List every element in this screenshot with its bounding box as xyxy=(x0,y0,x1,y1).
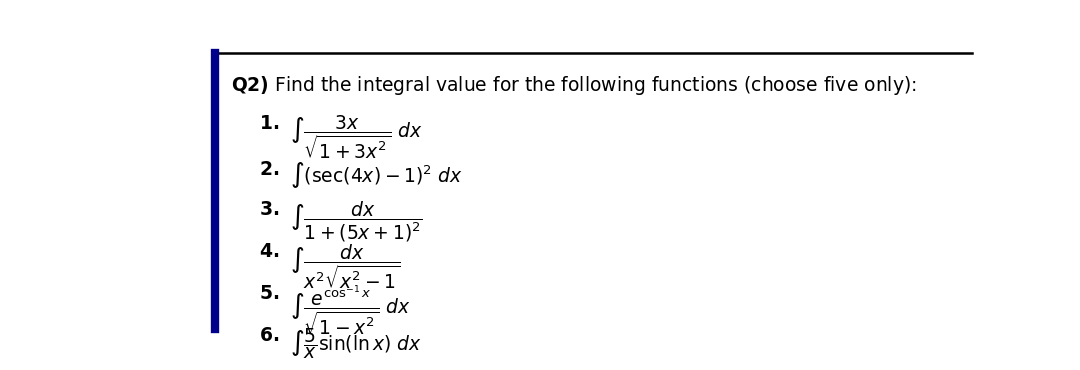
Text: $\bf{1.}$: $\bf{1.}$ xyxy=(259,114,279,133)
Text: $\bf{Q2)}$ Find the integral value for the following functions (choose five only: $\bf{Q2)}$ Find the integral value for t… xyxy=(231,74,917,97)
Text: $\int \dfrac{5}{x}\sin(\ln x)\ dx$: $\int \dfrac{5}{x}\sin(\ln x)\ dx$ xyxy=(289,326,422,361)
Text: $\bf{4.}$: $\bf{4.}$ xyxy=(259,242,279,262)
Text: $\int (\sec(4x) - 1)^2\ dx$: $\int (\sec(4x) - 1)^2\ dx$ xyxy=(289,160,463,190)
Text: $\bf{2.}$: $\bf{2.}$ xyxy=(259,160,279,179)
Text: $\bf{5.}$: $\bf{5.}$ xyxy=(259,284,279,303)
Text: $\int \dfrac{3x}{\sqrt{1+3x^2}}\ dx$: $\int \dfrac{3x}{\sqrt{1+3x^2}}\ dx$ xyxy=(289,114,422,161)
Text: $\bf{6.}$: $\bf{6.}$ xyxy=(259,326,279,346)
Text: $\int \dfrac{e^{\cos^{-1}x}}{\sqrt{1-x^2}}\ dx$: $\int \dfrac{e^{\cos^{-1}x}}{\sqrt{1-x^2… xyxy=(289,284,410,337)
Text: $\int \dfrac{dx}{x^2\sqrt{x^2-1}}$: $\int \dfrac{dx}{x^2\sqrt{x^2-1}}$ xyxy=(289,242,400,292)
Text: $\int \dfrac{dx}{1+(5x+1)^2}$: $\int \dfrac{dx}{1+(5x+1)^2}$ xyxy=(289,200,422,244)
Text: $\bf{3.}$: $\bf{3.}$ xyxy=(259,200,279,219)
